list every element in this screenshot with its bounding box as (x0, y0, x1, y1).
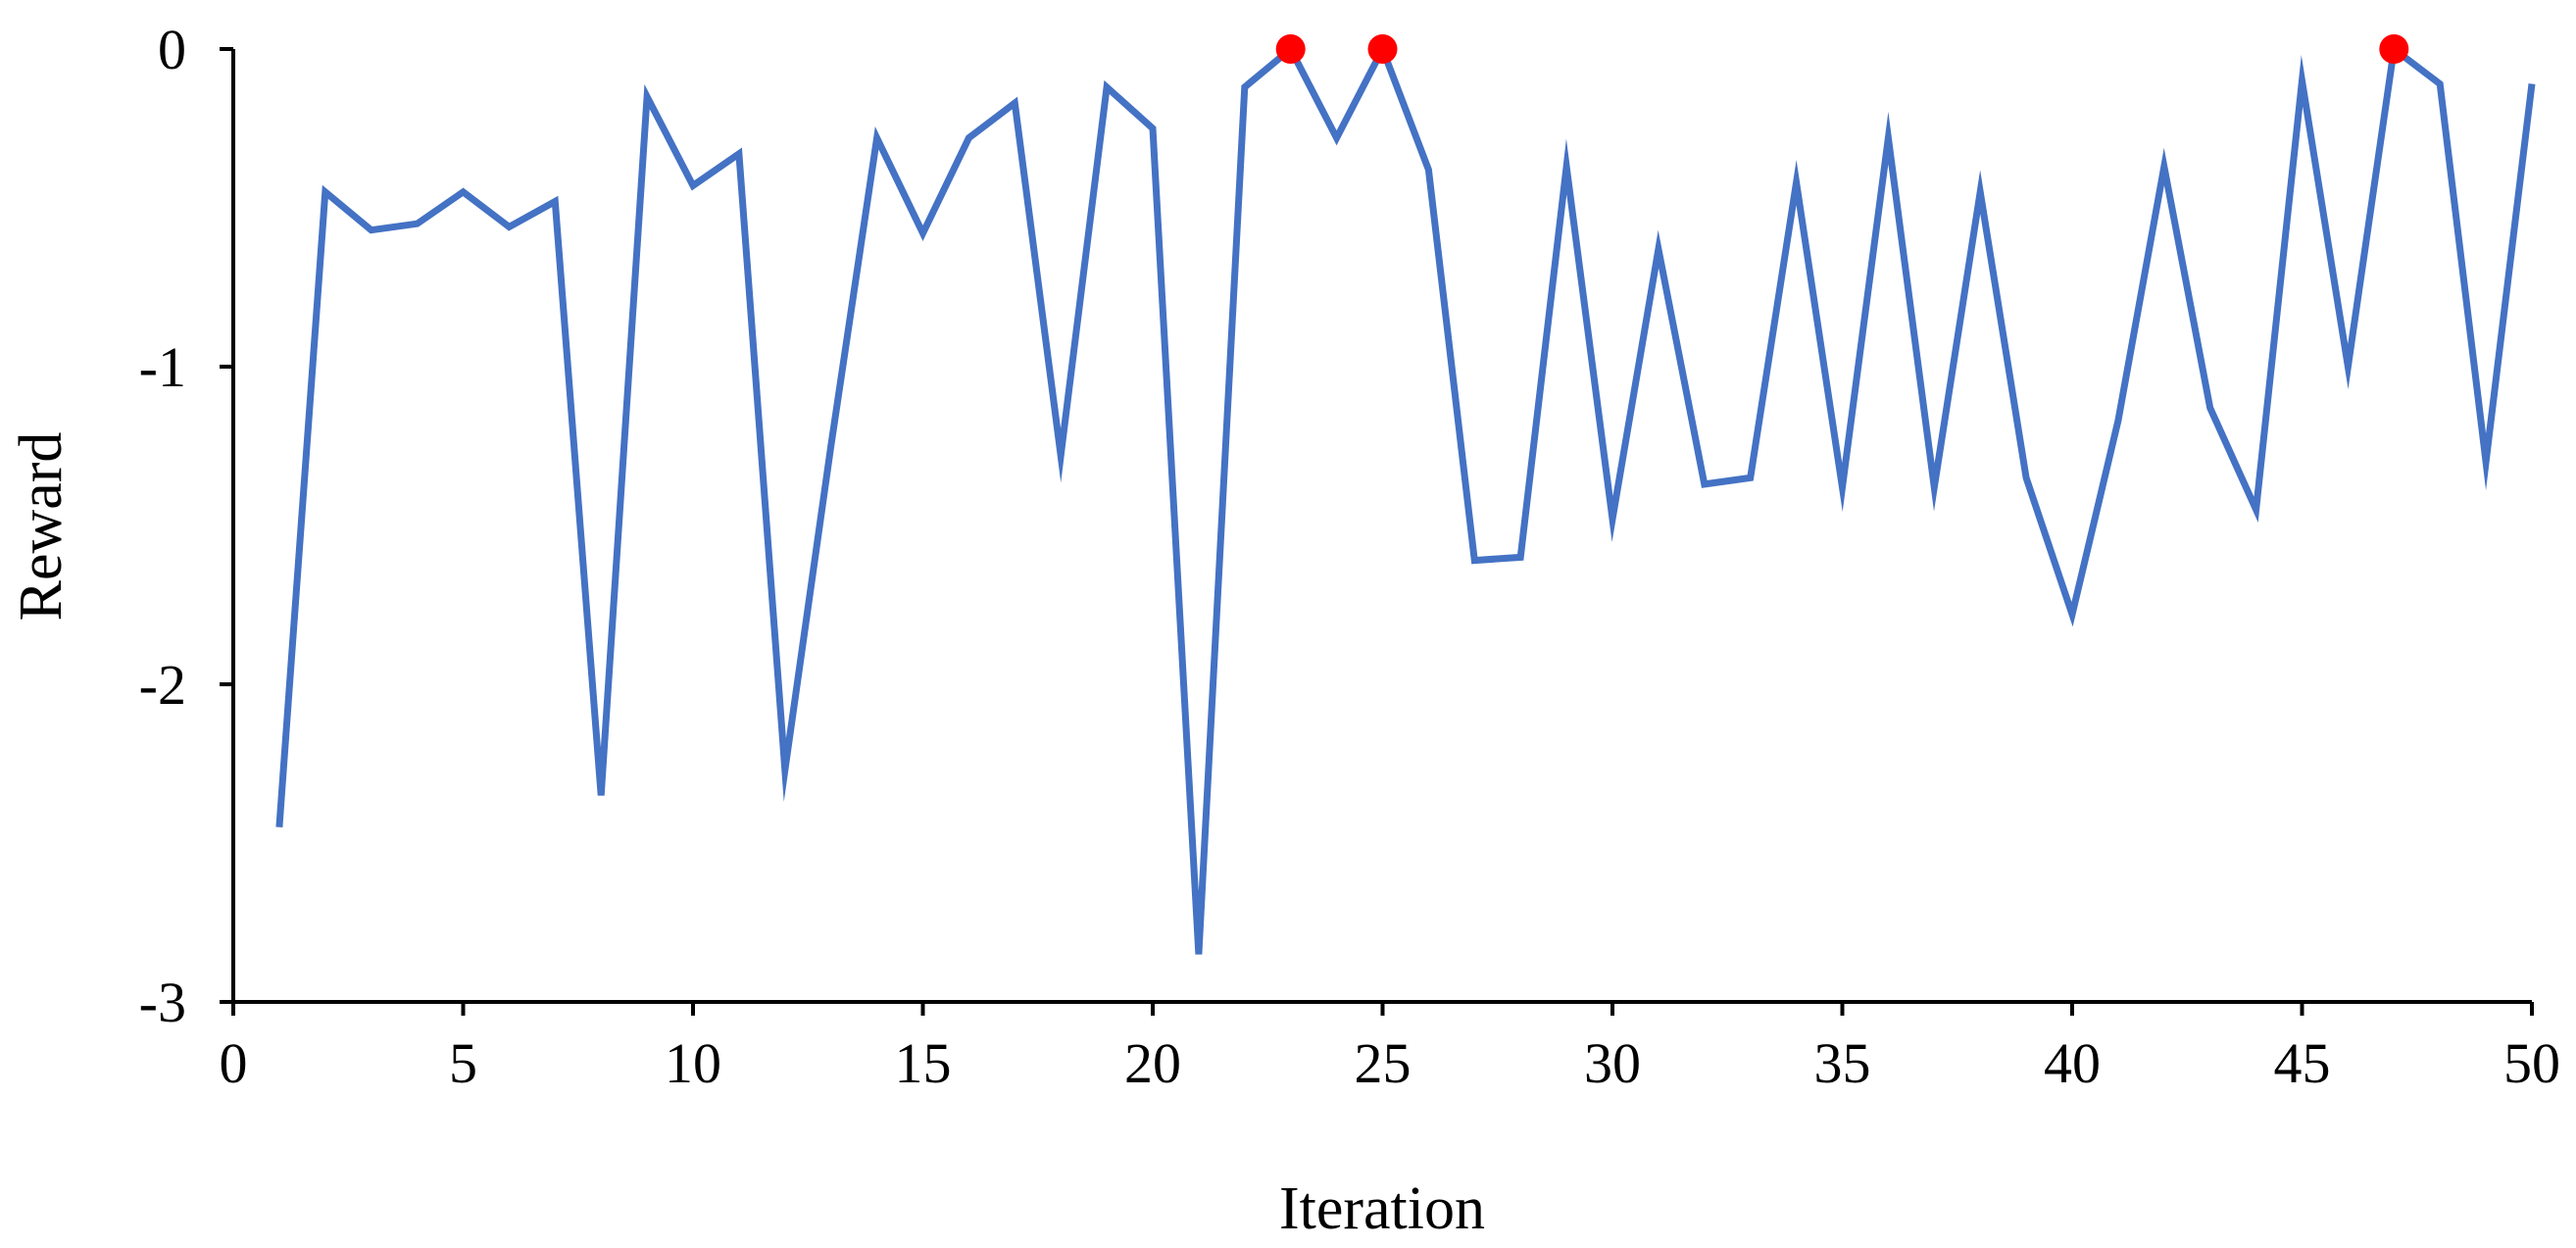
x-tick-label: 5 (449, 1031, 477, 1095)
y-tick-label: -1 (139, 335, 186, 399)
x-tick-label: 35 (1814, 1031, 1871, 1095)
x-tick-label: 0 (220, 1031, 248, 1095)
y-tick-label: -2 (139, 653, 186, 717)
series-layer (275, 40, 2536, 955)
x-tick-label: 45 (2274, 1031, 2331, 1095)
highlight-point (1275, 34, 1306, 64)
y-axis-title: Reward (8, 432, 74, 622)
highlight-point (2379, 34, 2409, 64)
y-tick-label: 0 (158, 18, 186, 81)
highlight-points (1275, 34, 2409, 64)
x-tick-label: 25 (1355, 1031, 1412, 1095)
x-ticks: 0 5 10 15 20 25 30 35 40 45 50 (220, 1002, 2560, 1095)
x-tick-label: 30 (1584, 1031, 1641, 1095)
y-tick-label: -3 (139, 971, 186, 1034)
x-tick-label: 50 (2503, 1031, 2560, 1095)
x-axis-title: Iteration (1279, 1175, 1485, 1242)
reward-series-line (275, 40, 2536, 955)
x-tick-label: 15 (895, 1031, 952, 1095)
x-tick-label: 40 (2044, 1031, 2101, 1095)
x-tick-label: 20 (1124, 1031, 1181, 1095)
y-ticks: 0 -1 -2 -3 (139, 18, 233, 1034)
highlight-point (1367, 34, 1398, 64)
x-tick-label: 10 (665, 1031, 721, 1095)
